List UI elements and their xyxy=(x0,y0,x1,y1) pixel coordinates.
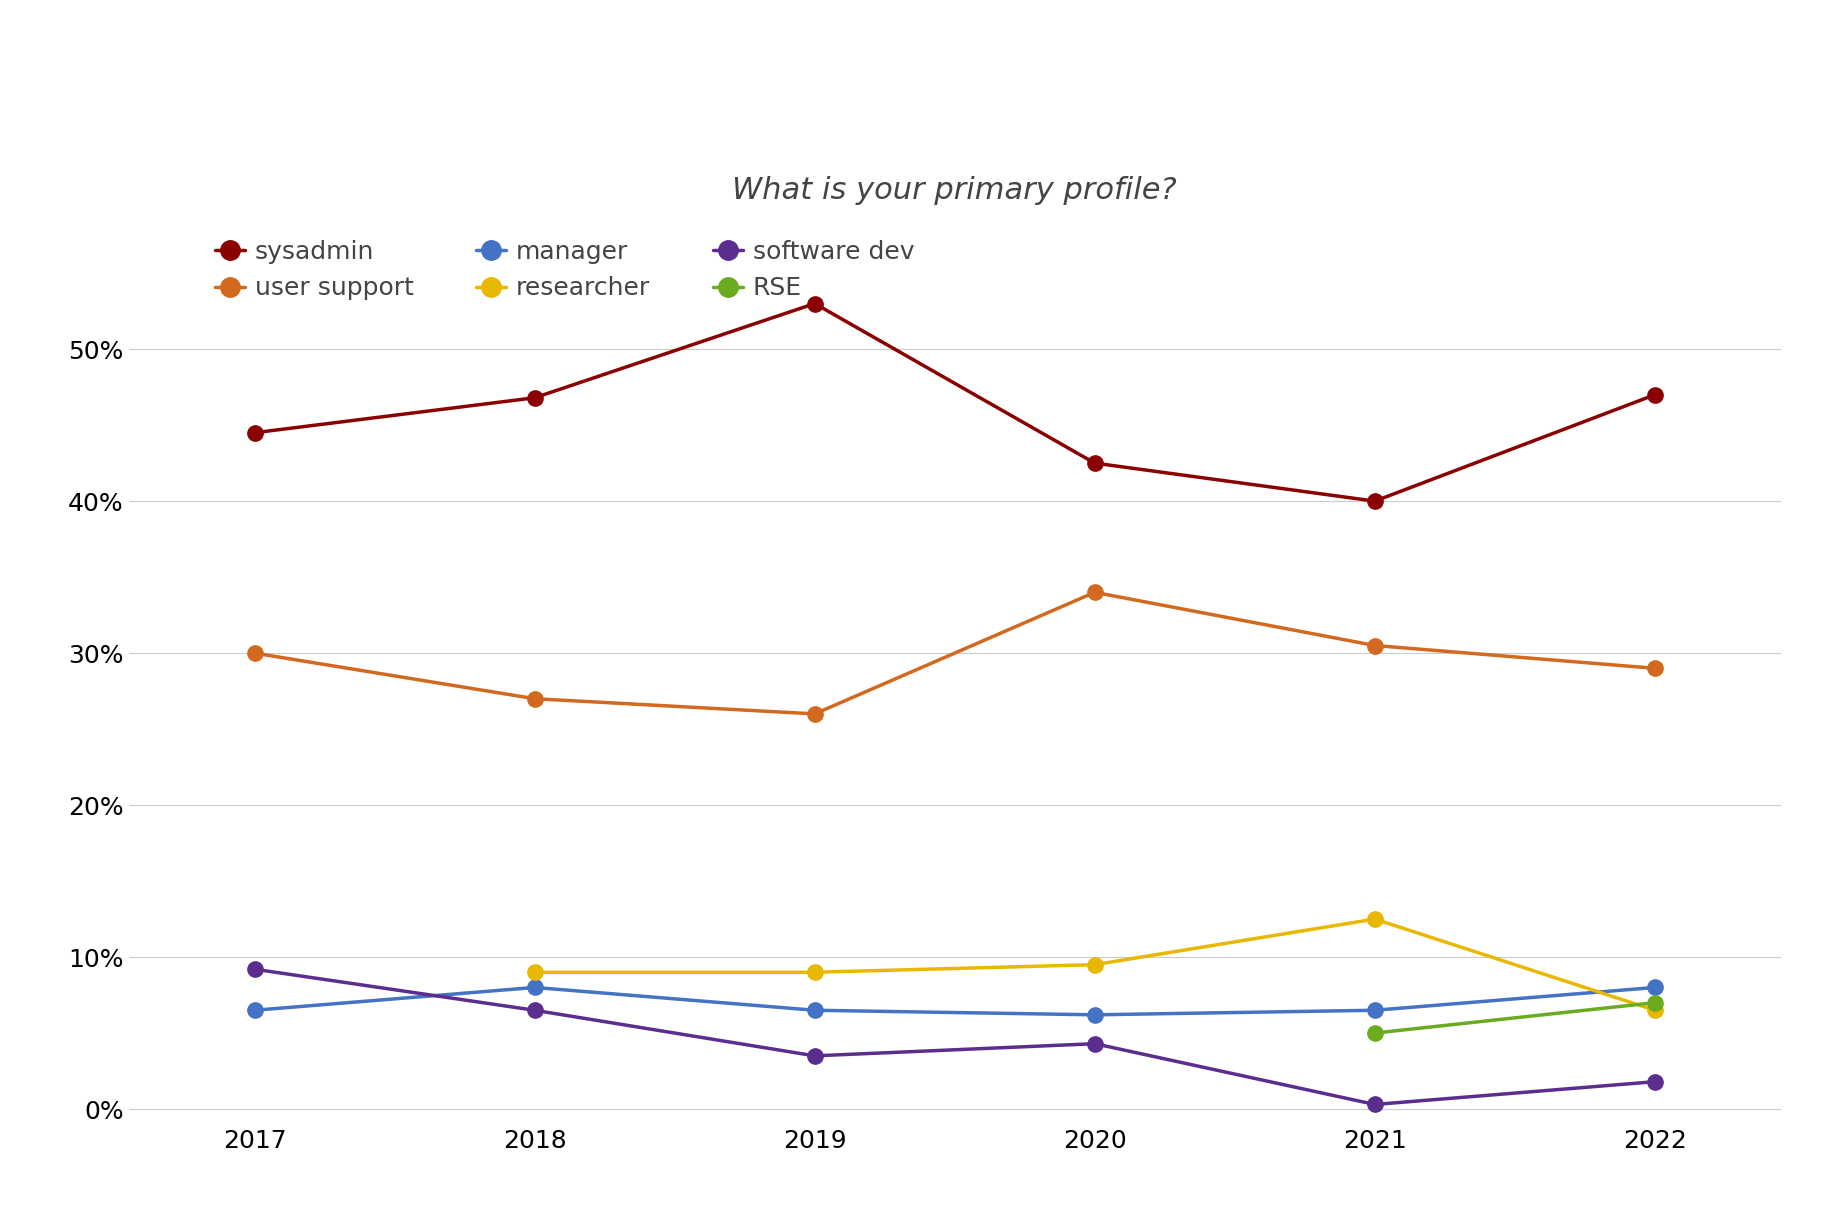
software dev xyxy=(804,1048,826,1063)
user support xyxy=(804,706,826,721)
user support xyxy=(1083,585,1105,600)
user support xyxy=(1643,661,1665,676)
manager xyxy=(244,1003,266,1018)
Line: manager: manager xyxy=(246,980,1663,1023)
manager xyxy=(804,1003,826,1018)
manager xyxy=(1643,980,1665,995)
software dev xyxy=(523,1003,545,1018)
sysadmin xyxy=(1364,494,1386,508)
user support xyxy=(244,645,266,660)
Legend: sysadmin, user support, manager, researcher, software dev, RSE: sysadmin, user support, manager, researc… xyxy=(207,232,922,308)
RSE xyxy=(1643,996,1665,1011)
manager xyxy=(523,980,545,995)
researcher xyxy=(523,965,545,980)
software dev xyxy=(1643,1074,1665,1089)
researcher xyxy=(1083,957,1105,971)
Line: user support: user support xyxy=(246,584,1663,721)
researcher xyxy=(1364,912,1386,926)
software dev xyxy=(1083,1036,1105,1051)
software dev xyxy=(244,962,266,976)
software dev xyxy=(1364,1097,1386,1112)
researcher xyxy=(804,965,826,980)
user support xyxy=(523,692,545,706)
Title: What is your primary profile?: What is your primary profile? xyxy=(733,176,1177,205)
user support xyxy=(1364,638,1386,653)
Line: software dev: software dev xyxy=(246,962,1663,1112)
sysadmin xyxy=(523,391,545,406)
Line: RSE: RSE xyxy=(1368,995,1663,1041)
sysadmin xyxy=(804,296,826,310)
manager xyxy=(1083,1007,1105,1022)
manager xyxy=(1364,1003,1386,1018)
sysadmin xyxy=(1083,456,1105,470)
RSE xyxy=(1364,1025,1386,1040)
researcher xyxy=(1643,1003,1665,1018)
Line: researcher: researcher xyxy=(527,912,1663,1018)
sysadmin xyxy=(1643,387,1665,402)
Line: sysadmin: sysadmin xyxy=(246,296,1663,508)
sysadmin xyxy=(244,425,266,440)
